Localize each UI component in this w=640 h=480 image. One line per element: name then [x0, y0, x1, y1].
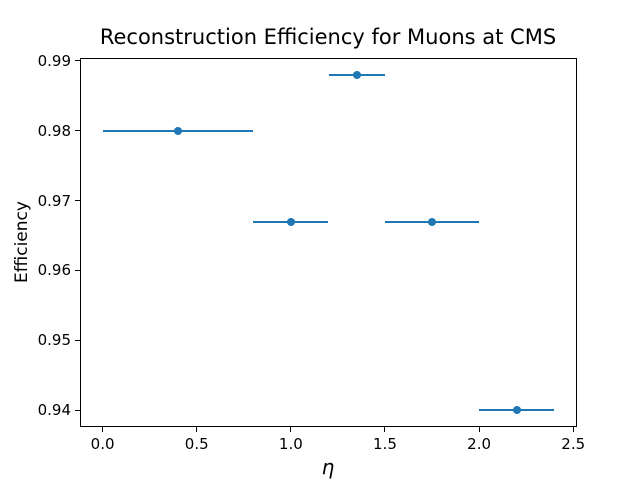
- y-tick-label: 0.97: [37, 191, 71, 210]
- x-tick-label: 1.5: [373, 435, 397, 453]
- y-tick: [75, 200, 80, 202]
- y-tick: [75, 339, 80, 341]
- data-point-marker: [428, 217, 437, 226]
- y-tick-label: 0.94: [37, 401, 71, 420]
- x-tick-label: 2.5: [561, 435, 586, 453]
- x-tick: [290, 427, 292, 432]
- x-tick-label: 0.0: [90, 435, 115, 453]
- data-point-marker: [173, 126, 182, 135]
- x-tick: [572, 427, 574, 432]
- data-point-marker: [352, 70, 361, 79]
- x-tick-label: 1.0: [278, 435, 303, 453]
- y-tick-label: 0.95: [37, 331, 71, 350]
- chart-title: Reconstruction Efficiency for Muons at C…: [99, 25, 557, 49]
- y-tick-label: 0.99: [37, 51, 71, 70]
- y-tick: [75, 130, 80, 132]
- y-tick-label: 0.98: [37, 121, 71, 140]
- x-tick: [102, 427, 104, 432]
- y-tick: [75, 60, 80, 62]
- y-tick-label: 0.96: [37, 261, 71, 280]
- y-tick: [75, 269, 80, 271]
- data-point-marker: [512, 406, 521, 415]
- data-point-marker: [286, 217, 295, 226]
- x-tick: [196, 427, 198, 432]
- x-axis-label: η: [321, 455, 335, 479]
- x-tick-label: 2.0: [467, 435, 492, 453]
- x-tick: [384, 427, 386, 432]
- y-axis-label: Efficiency: [12, 201, 32, 283]
- x-tick-label: 0.5: [184, 435, 209, 453]
- plot-area: [80, 58, 577, 427]
- x-tick: [478, 427, 480, 432]
- y-tick: [75, 409, 80, 411]
